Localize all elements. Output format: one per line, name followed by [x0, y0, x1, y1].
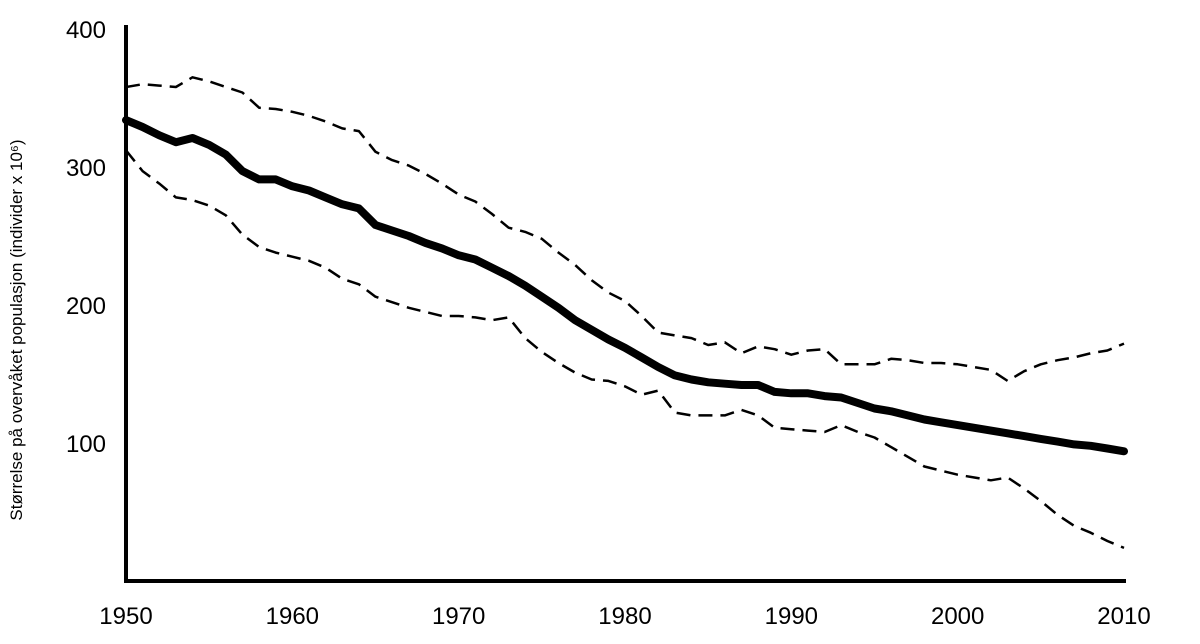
y-tick-label: 100 [66, 431, 106, 458]
series-layer [122, 76, 1128, 550]
y-tick-label: 200 [66, 293, 106, 320]
x-tick-label: 1970 [432, 603, 485, 630]
x-tick-label: 1990 [765, 603, 818, 630]
y-tick-label: 400 [66, 17, 106, 44]
x-tick-label: 2010 [1097, 603, 1150, 630]
series-line-1 [122, 116, 1128, 456]
y-tick-label: 300 [66, 155, 106, 182]
series-line-3 [125, 149, 1125, 550]
x-tick-label: 2000 [931, 603, 984, 630]
y-axis-title: Størrelse på overvåket populasjon (indiv… [7, 139, 26, 520]
x-tick-label: 1950 [99, 603, 152, 630]
x-tick-label: 1980 [598, 603, 651, 630]
x-tick-label: 1960 [266, 603, 319, 630]
ticks-layer: 1950 1960 1970 1980 1990 2000 2010 100 200 300 400 [66, 17, 1151, 630]
series-line-2 [125, 76, 1125, 383]
axes-layer [124, 25, 1126, 583]
